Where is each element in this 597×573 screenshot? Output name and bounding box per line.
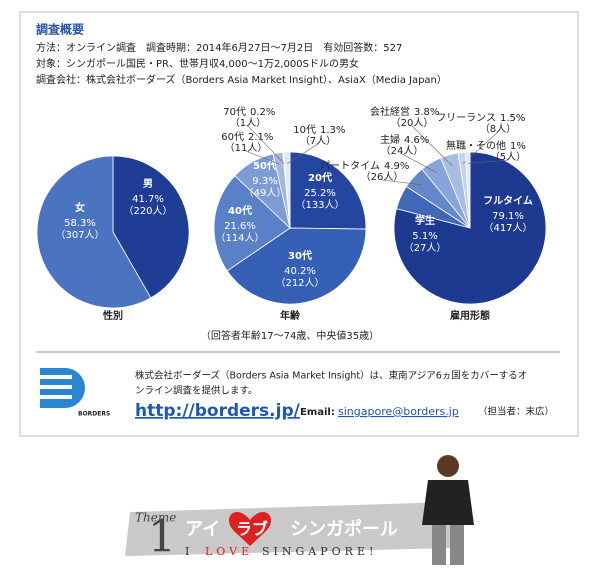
slice-count: （26人） [361,171,404,183]
slice-value: 41.7% [132,194,164,205]
email-link[interactable]: singapore@borders.jp [338,405,459,418]
slice-label: 70代 [223,106,246,118]
slice-count: （49人） [244,187,287,199]
slice-value: 79.1% [492,211,524,222]
slice-value: 1.5% [500,113,525,124]
leader-line [245,150,280,165]
slice-count: （24人） [381,145,424,157]
slice-label: 会社経営 [370,105,410,118]
banner-subtitle: I [185,545,193,558]
logo [40,368,85,408]
slice-value: 2.1% [248,132,273,143]
slice-count: （114人） [215,232,264,244]
contact: （担当者：末広） [478,406,554,418]
woman-figure [422,455,474,565]
email-label: Email: [300,407,335,418]
slice-count: （220人） [123,205,172,217]
slice-value: 40.2% [284,266,316,277]
slice-label: 30代 [288,249,312,262]
slice-value: 4.9% [384,161,409,172]
slice-count: （27人） [404,242,447,254]
banner-subtitle: SINGAPORE! [262,545,377,558]
banner-number: 1 [148,512,176,563]
pie-slice [226,227,367,305]
slice-count: （417人） [483,222,532,234]
logo-text: BORDERS [78,411,110,418]
banner-title: ラブ [236,520,268,539]
leader-line [287,143,319,164]
leader-line [467,159,509,164]
header-line: 調査会社：株式会社ボーダーズ（Borders Asia Market Insig… [36,73,447,86]
chart-title: 年齢 [280,309,301,322]
slice-label: 主婦 [380,134,400,146]
slice-count: （20人） [391,117,434,129]
leader-line [411,125,453,167]
slice-label: 60代 [221,131,244,143]
slice-value: 4.6% [404,135,429,146]
slice-label: 女 [75,201,85,214]
slice-label: 20代 [308,171,332,184]
slice-label: フリーランス [436,112,496,124]
slice-value: 5.1% [412,231,437,242]
chart-note: （回答者年齢17〜74歳、中央値35歳） [201,329,379,342]
url-link[interactable]: http://borders.jp/ [135,401,301,421]
slice-count: （307人） [55,229,104,241]
chart-title: 性別 [102,309,123,322]
pie-slice [464,151,471,229]
header-title: 調査概要 [36,22,84,37]
slice-value: 3.8% [414,107,439,118]
pie-slice [213,175,291,272]
slice-count: （212人） [275,277,324,289]
header-line: 方法：オンライン調査 調査時期：2014年6月27日〜7月2日 有効回答数：52… [36,41,402,54]
banner-title: アイ [185,519,220,540]
slice-label: 10代 [293,124,316,136]
banner [125,455,474,565]
pie-slice [283,151,291,229]
banner-subtitle: LOVE [205,545,253,558]
slice-value: 1% [510,141,526,152]
slice-count: （1人） [230,117,266,129]
slice-label: パートタイム [320,160,380,172]
slice-count: （133人） [295,199,344,211]
pie-slice [112,155,190,299]
company-text: 株式会社ボーダーズ（Borders Asia Market Insight）は、… [135,370,527,382]
slice-value: 58.3% [64,218,96,229]
slice-count: （7人） [300,135,336,147]
slice-value: 21.6% [224,221,256,232]
leader-line [401,153,437,173]
slice-label: 40代 [228,204,252,217]
slice-value: 25.2% [304,188,336,199]
slice-value: 1.3% [320,125,345,136]
pie-slice [289,151,367,230]
slice-label: 学生 [415,214,435,227]
banner-title: シンガポール [290,518,398,540]
header-line: 対象：シンガポール国民・PR、世帯月収4,000〜1万2,000Sドルの男女 [36,57,359,70]
slice-value: 0.2% [250,107,275,118]
pie-slice [36,155,152,309]
leader-line [381,179,422,186]
slice-label: 無職・その他 [446,139,506,152]
banner-theme: Theme [135,511,176,525]
company-text: ンライン調査を提供します。 [135,385,258,397]
chart-title: 雇用形態 [450,309,490,322]
slice-label: フルタイム [483,195,533,207]
leader-line [247,125,285,164]
slice-value: 9.3% [252,176,277,187]
slice-label: 男 [143,178,153,190]
slice-count: （11人） [225,142,268,154]
slice-count: （8人） [480,123,516,135]
frame [19,11,579,437]
slice-label: 50代 [253,159,277,172]
slice-count: （5人） [490,151,526,163]
